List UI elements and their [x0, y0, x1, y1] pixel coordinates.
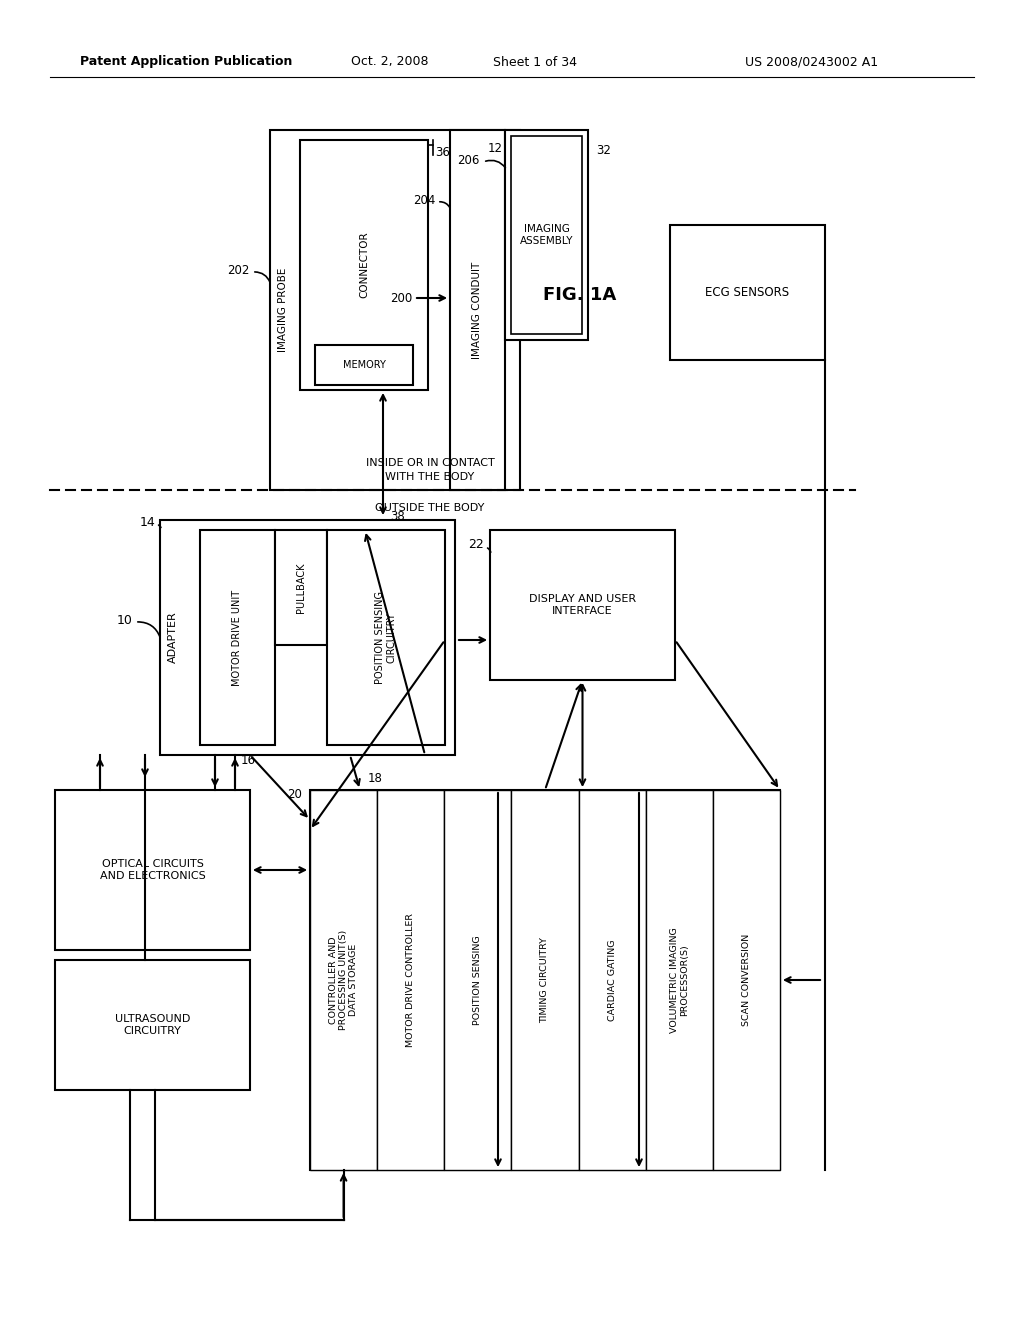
Bar — [713, 789, 780, 1170]
Text: CARDIAC GATING: CARDIAC GATING — [607, 940, 616, 1020]
Text: 16: 16 — [241, 754, 256, 767]
Text: 14: 14 — [139, 516, 155, 528]
Bar — [579, 789, 646, 1170]
Text: 22: 22 — [468, 539, 484, 552]
Text: 18: 18 — [368, 771, 383, 784]
Text: IMAGING
ASSEMBLY: IMAGING ASSEMBLY — [520, 224, 573, 246]
Bar — [377, 789, 444, 1170]
Text: PULLBACK: PULLBACK — [296, 562, 306, 612]
Text: US 2008/0243002 A1: US 2008/0243002 A1 — [745, 55, 879, 69]
Text: 200: 200 — [390, 292, 412, 305]
Text: CONNECTOR: CONNECTOR — [359, 232, 369, 298]
Text: POSITION SENSING
CIRCUITRY: POSITION SENSING CIRCUITRY — [375, 591, 397, 684]
Text: 202: 202 — [227, 264, 250, 276]
Bar — [511, 789, 579, 1170]
Bar — [55, 960, 250, 1090]
Text: ECG SENSORS: ECG SENSORS — [706, 286, 790, 300]
Bar — [275, 531, 327, 645]
Text: POSITION SENSING: POSITION SENSING — [473, 935, 482, 1024]
Text: OUTSIDE THE BODY: OUTSIDE THE BODY — [376, 503, 484, 513]
Text: DISPLAY AND USER
INTERFACE: DISPLAY AND USER INTERFACE — [529, 594, 636, 616]
Text: Sheet 1 of 34: Sheet 1 of 34 — [493, 55, 577, 69]
Text: VOLUMETRIC IMAGING
PROCESSOR(S): VOLUMETRIC IMAGING PROCESSOR(S) — [670, 927, 689, 1032]
Text: Oct. 2, 2008: Oct. 2, 2008 — [351, 55, 429, 69]
Text: 20: 20 — [287, 788, 302, 801]
Bar — [310, 789, 780, 1170]
Text: CONTROLLER AND
PROCESSING UNIT(S)
DATA STORAGE: CONTROLLER AND PROCESSING UNIT(S) DATA S… — [329, 929, 358, 1030]
Bar — [490, 531, 675, 680]
Text: SCAN CONVERSION: SCAN CONVERSION — [742, 933, 751, 1026]
Bar — [450, 129, 505, 490]
Text: 36: 36 — [435, 145, 450, 158]
Text: MOTOR DRIVE UNIT: MOTOR DRIVE UNIT — [232, 590, 243, 685]
Bar — [505, 129, 588, 341]
Text: 12: 12 — [488, 141, 503, 154]
Text: FIG. 1A: FIG. 1A — [544, 286, 616, 304]
Text: TIMING CIRCUITRY: TIMING CIRCUITRY — [541, 937, 550, 1023]
Text: 32: 32 — [596, 144, 611, 157]
Text: 206: 206 — [458, 153, 480, 166]
Text: MEMORY: MEMORY — [343, 360, 385, 370]
Bar — [55, 789, 250, 950]
Text: 204: 204 — [413, 194, 435, 206]
Bar — [511, 136, 582, 334]
Text: WITH THE BODY: WITH THE BODY — [385, 473, 475, 482]
Bar — [646, 789, 713, 1170]
Text: OPTICAL CIRCUITS
AND ELECTRONICS: OPTICAL CIRCUITS AND ELECTRONICS — [99, 859, 206, 880]
Text: Patent Application Publication: Patent Application Publication — [80, 55, 293, 69]
Bar — [315, 345, 413, 385]
Bar — [300, 140, 428, 389]
Bar — [670, 224, 825, 360]
Text: IMAGING CONDUIT: IMAGING CONDUIT — [472, 261, 482, 359]
Bar — [327, 531, 445, 744]
Bar — [310, 789, 377, 1170]
Text: 38: 38 — [390, 510, 404, 523]
Text: ULTRASOUND
CIRCUITRY: ULTRASOUND CIRCUITRY — [115, 1014, 190, 1036]
Bar — [200, 531, 275, 744]
Text: INSIDE OR IN CONTACT: INSIDE OR IN CONTACT — [366, 458, 495, 469]
Bar — [160, 520, 455, 755]
Bar — [270, 129, 520, 490]
Bar — [444, 789, 511, 1170]
Text: MOTOR DRIVE CONTROLLER: MOTOR DRIVE CONTROLLER — [407, 913, 415, 1047]
Text: 10: 10 — [117, 614, 133, 627]
Text: IMAGING PROBE: IMAGING PROBE — [278, 268, 288, 352]
Text: ADAPTER: ADAPTER — [168, 611, 178, 664]
